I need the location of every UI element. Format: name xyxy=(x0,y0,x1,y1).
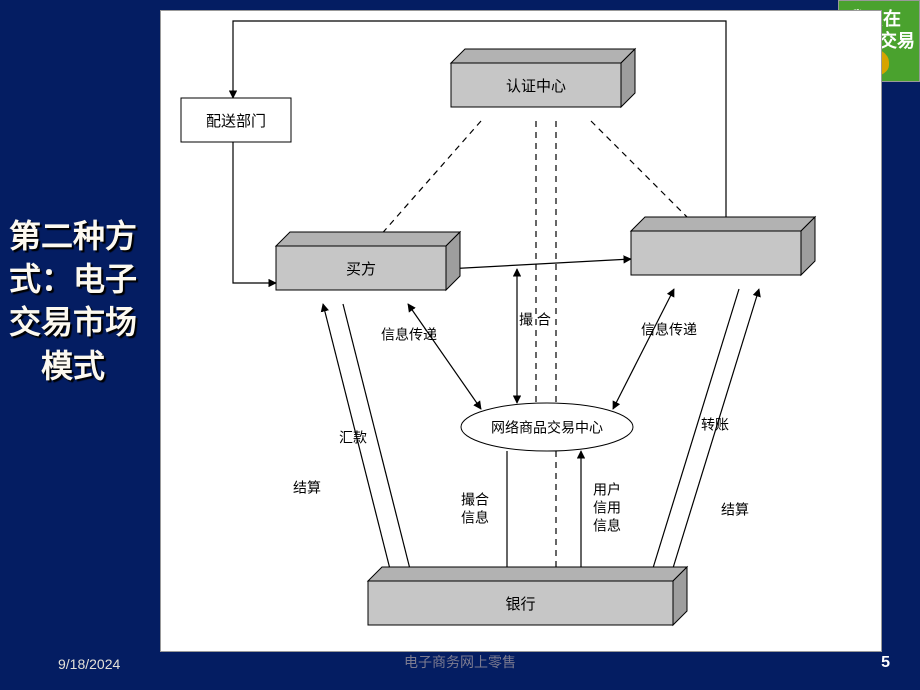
svg-text:信息: 信息 xyxy=(461,510,489,526)
svg-text:信用: 信用 xyxy=(593,500,621,516)
svg-text:信息传递: 信息传递 xyxy=(641,322,697,338)
svg-text:撮合: 撮合 xyxy=(461,492,489,508)
svg-text:网络商品交易中心: 网络商品交易中心 xyxy=(491,420,603,436)
flowchart-svg: 信息传递信息传递撮 合汇款结算转账结算撮合信息用户信用信息认证中心配送部门买方网… xyxy=(161,11,881,651)
svg-text:撮 合: 撮 合 xyxy=(519,312,551,328)
svg-text:银行: 银行 xyxy=(505,596,535,613)
svg-text:信息传递: 信息传递 xyxy=(381,327,437,343)
slide-title: 第二种方式：电子交易市场 模式 xyxy=(8,215,138,388)
page-number: 5 xyxy=(881,654,890,672)
svg-text:认证中心: 认证中心 xyxy=(506,78,566,95)
svg-text:信息: 信息 xyxy=(593,518,621,534)
footer-center: 电子商务网上零售 xyxy=(0,652,920,672)
ad-line2: 交易 xyxy=(879,27,915,53)
svg-text:汇款: 汇款 xyxy=(339,430,367,446)
svg-text:买方: 买方 xyxy=(346,261,376,278)
svg-text:结算: 结算 xyxy=(293,480,321,496)
diagram-panel: 信息传递信息传递撮 合汇款结算转账结算撮合信息用户信用信息认证中心配送部门买方网… xyxy=(160,10,882,652)
svg-text:用户: 用户 xyxy=(593,482,621,498)
svg-text:结算: 结算 xyxy=(721,502,749,518)
svg-text:配送部门: 配送部门 xyxy=(206,113,266,130)
slide: 第二种方式：电子交易市场 模式 我只在 交易 信息传递信息传递撮 合汇款结算转账… xyxy=(0,0,920,690)
